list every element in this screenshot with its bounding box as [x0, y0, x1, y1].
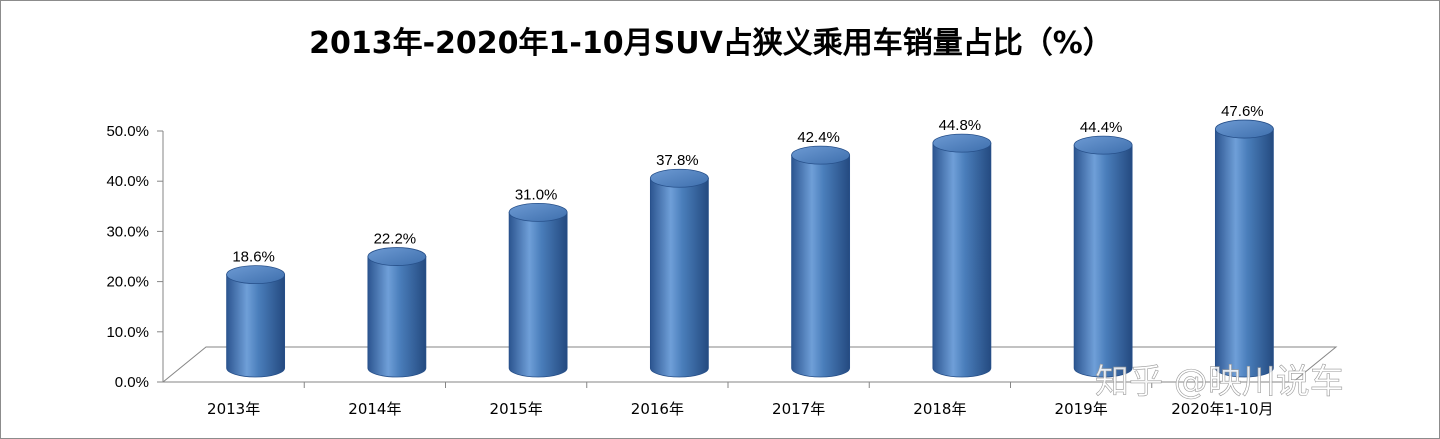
bar — [932, 133, 992, 378]
data-label: 22.2% — [374, 231, 417, 248]
x-category-label: 2018年 — [913, 400, 966, 418]
chart-title: 2013年-2020年1-10月SUV占狭义乘用车销量占比（%） — [309, 26, 1113, 61]
data-label: 44.8% — [939, 117, 982, 134]
bar-body — [1214, 128, 1274, 378]
bar — [367, 247, 427, 378]
bar-top — [649, 168, 709, 188]
x-axis-categories: 2013年 2014年 2015年 2016年 2017年 2018年 2019年 2020年… — [207, 382, 1273, 418]
x-category-label: 2013年 — [207, 400, 260, 418]
bar-top — [226, 265, 286, 285]
watermark: 知乎 @映川说车 — [1095, 362, 1344, 402]
bar-top — [1214, 119, 1274, 139]
x-category-label: 2017年 — [772, 400, 825, 418]
bar-body — [649, 177, 709, 378]
y-tick-label: 0.0% — [115, 374, 149, 391]
data-label: 18.6% — [232, 249, 275, 266]
bar-body — [367, 256, 427, 378]
y-tick-label: 50.0% — [106, 123, 149, 140]
floor-plane — [161, 346, 1338, 383]
y-tick-label: 30.0% — [106, 223, 149, 240]
x-category-label: 2019年 — [1055, 400, 1108, 418]
bar — [649, 168, 709, 378]
data-label: 47.6% — [1221, 103, 1264, 120]
bar — [1214, 119, 1274, 378]
bar-body — [508, 211, 568, 378]
bar-top — [932, 133, 992, 153]
data-label: 44.4% — [1080, 119, 1123, 136]
bar — [226, 265, 286, 378]
bar-top — [791, 145, 851, 165]
data-labels: 18.6% 22.2% 31.0% 37.8% 42.4% 44.8% 44.4% 47.6% — [232, 103, 1263, 266]
x-category-label: 2020年1-10月 — [1171, 400, 1273, 418]
bar-body — [1073, 144, 1133, 378]
data-label: 31.0% — [515, 186, 558, 203]
x-category-label: 2016年 — [631, 400, 684, 418]
y-axis-ticks: 0.0% 10.0% 20.0% 30.0% 40.0% 50.0% — [106, 123, 163, 391]
y-tick-label: 10.0% — [106, 324, 149, 341]
bar-series — [226, 119, 1274, 378]
bar-top — [367, 247, 427, 266]
bar-body — [226, 274, 286, 378]
x-category-label: 2014年 — [348, 400, 401, 418]
bar-top — [1073, 135, 1133, 155]
y-tick-label: 40.0% — [106, 173, 149, 190]
y-tick-label: 20.0% — [106, 274, 149, 291]
x-category-label: 2015年 — [490, 400, 543, 418]
chart-axes — [161, 131, 1338, 383]
bar — [508, 202, 568, 378]
bar-top — [508, 202, 568, 222]
bar — [1073, 135, 1133, 378]
bar-body — [932, 142, 992, 378]
data-label: 37.8% — [656, 152, 699, 169]
data-label: 42.4% — [797, 129, 840, 146]
bar-body — [791, 154, 851, 378]
bar — [791, 145, 851, 378]
